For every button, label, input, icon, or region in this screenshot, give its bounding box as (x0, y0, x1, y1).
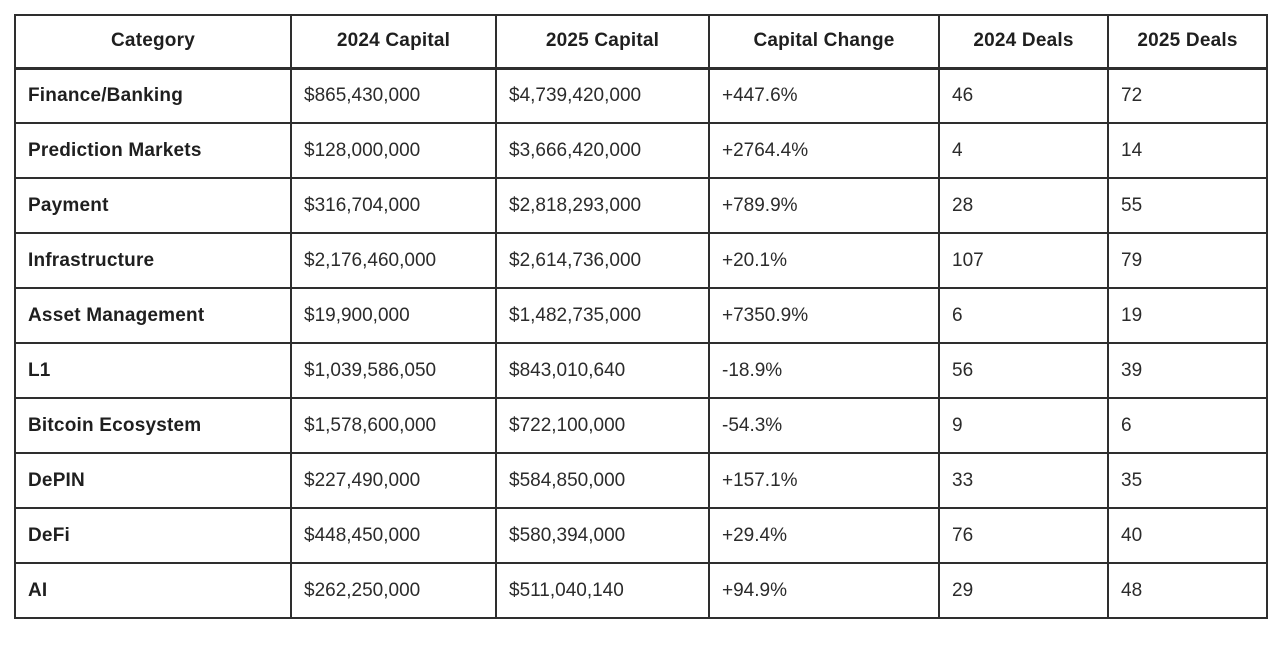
category-cell: L1 (14, 342, 292, 399)
capital-2024-cell: $2,176,460,000 (290, 232, 497, 289)
col-header-2024-capital: 2024 Capital (290, 14, 497, 70)
table-row: DePIN $227,490,000 $584,850,000 +157.1% … (14, 452, 1268, 509)
deals-2024-cell: 56 (938, 342, 1109, 399)
category-cell: DeFi (14, 507, 292, 564)
deals-2024-cell: 33 (938, 452, 1109, 509)
table-row: Infrastructure $2,176,460,000 $2,614,736… (14, 232, 1268, 289)
category-cell: Infrastructure (14, 232, 292, 289)
capital-2025-cell: $2,614,736,000 (495, 232, 710, 289)
deals-2024-cell: 107 (938, 232, 1109, 289)
deals-2025-cell: 48 (1107, 562, 1268, 619)
deals-2024-cell: 46 (938, 67, 1109, 124)
deals-2024-cell: 28 (938, 177, 1109, 234)
col-header-2024-deals: 2024 Deals (938, 14, 1109, 70)
category-cell: Prediction Markets (14, 122, 292, 179)
capital-2025-cell: $580,394,000 (495, 507, 710, 564)
table-row: AI $262,250,000 $511,040,140 +94.9% 29 4… (14, 562, 1268, 619)
capital-2024-cell: $448,450,000 (290, 507, 497, 564)
capital-2025-cell: $511,040,140 (495, 562, 710, 619)
capital-change-cell: +7350.9% (708, 287, 940, 344)
header-row: Category 2024 Capital 2025 Capital Capit… (14, 14, 1268, 70)
table-row: DeFi $448,450,000 $580,394,000 +29.4% 76… (14, 507, 1268, 564)
deals-2024-cell: 9 (938, 397, 1109, 454)
capital-2025-cell: $3,666,420,000 (495, 122, 710, 179)
deals-2024-cell: 6 (938, 287, 1109, 344)
capital-2025-cell: $722,100,000 (495, 397, 710, 454)
capital-change-cell: +29.4% (708, 507, 940, 564)
funding-table: Category 2024 Capital 2025 Capital Capit… (14, 14, 1268, 619)
table-row: Asset Management $19,900,000 $1,482,735,… (14, 287, 1268, 344)
category-cell: Bitcoin Ecosystem (14, 397, 292, 454)
category-cell: Payment (14, 177, 292, 234)
table-row: Prediction Markets $128,000,000 $3,666,4… (14, 122, 1268, 179)
capital-change-cell: +157.1% (708, 452, 940, 509)
deals-2024-cell: 4 (938, 122, 1109, 179)
capital-change-cell: +447.6% (708, 67, 940, 124)
table-row: L1 $1,039,586,050 $843,010,640 -18.9% 56… (14, 342, 1268, 399)
col-header-2025-deals: 2025 Deals (1107, 14, 1268, 70)
capital-change-cell: +789.9% (708, 177, 940, 234)
deals-2025-cell: 6 (1107, 397, 1268, 454)
col-header-capital-change: Capital Change (708, 14, 940, 70)
capital-2024-cell: $1,039,586,050 (290, 342, 497, 399)
category-cell: Finance/Banking (14, 67, 292, 124)
capital-2025-cell: $1,482,735,000 (495, 287, 710, 344)
capital-2024-cell: $262,250,000 (290, 562, 497, 619)
deals-2025-cell: 40 (1107, 507, 1268, 564)
capital-2024-cell: $865,430,000 (290, 67, 497, 124)
capital-change-cell: -54.3% (708, 397, 940, 454)
deals-2025-cell: 19 (1107, 287, 1268, 344)
col-header-category: Category (14, 14, 292, 70)
capital-2025-cell: $843,010,640 (495, 342, 710, 399)
deals-2025-cell: 14 (1107, 122, 1268, 179)
table-row: Payment $316,704,000 $2,818,293,000 +789… (14, 177, 1268, 234)
deals-2025-cell: 35 (1107, 452, 1268, 509)
deals-2025-cell: 79 (1107, 232, 1268, 289)
table-body: Finance/Banking $865,430,000 $4,739,420,… (14, 67, 1268, 619)
capital-2025-cell: $4,739,420,000 (495, 67, 710, 124)
table-row: Bitcoin Ecosystem $1,578,600,000 $722,10… (14, 397, 1268, 454)
capital-change-cell: +94.9% (708, 562, 940, 619)
category-cell: Asset Management (14, 287, 292, 344)
deals-2025-cell: 55 (1107, 177, 1268, 234)
deals-2025-cell: 39 (1107, 342, 1268, 399)
capital-change-cell: -18.9% (708, 342, 940, 399)
capital-2024-cell: $227,490,000 (290, 452, 497, 509)
category-cell: AI (14, 562, 292, 619)
capital-change-cell: +20.1% (708, 232, 940, 289)
deals-2025-cell: 72 (1107, 67, 1268, 124)
capital-2024-cell: $19,900,000 (290, 287, 497, 344)
table-row: Finance/Banking $865,430,000 $4,739,420,… (14, 67, 1268, 124)
col-header-2025-capital: 2025 Capital (495, 14, 710, 70)
deals-2024-cell: 76 (938, 507, 1109, 564)
capital-2025-cell: $2,818,293,000 (495, 177, 710, 234)
capital-change-cell: +2764.4% (708, 122, 940, 179)
capital-2024-cell: $1,578,600,000 (290, 397, 497, 454)
capital-2024-cell: $316,704,000 (290, 177, 497, 234)
capital-2024-cell: $128,000,000 (290, 122, 497, 179)
category-cell: DePIN (14, 452, 292, 509)
capital-2025-cell: $584,850,000 (495, 452, 710, 509)
deals-2024-cell: 29 (938, 562, 1109, 619)
